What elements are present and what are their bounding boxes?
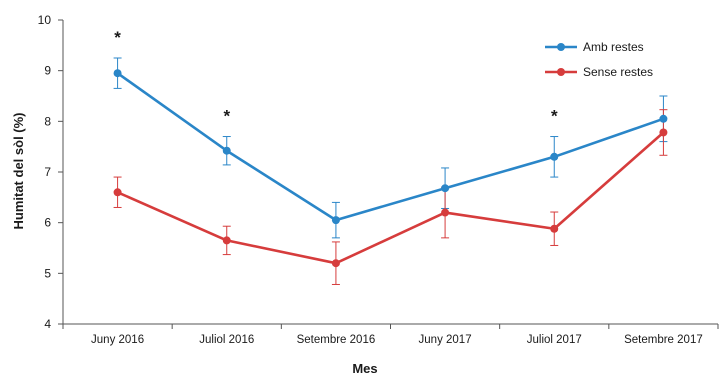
data-point bbox=[550, 153, 558, 161]
x-tick-label: Setembre 2017 bbox=[624, 334, 703, 346]
significance-marker: * bbox=[114, 28, 121, 47]
y-tick-label: 8 bbox=[44, 114, 51, 128]
x-tick-label: Juny 2016 bbox=[91, 334, 144, 346]
data-point bbox=[441, 209, 449, 217]
x-tick-label: Setembre 2016 bbox=[297, 334, 376, 346]
y-tick-label: 4 bbox=[44, 317, 51, 331]
data-point bbox=[659, 115, 667, 123]
error-bars bbox=[114, 58, 668, 284]
data-point bbox=[114, 69, 122, 77]
data-point bbox=[223, 236, 231, 244]
y-axis-title: Humitat del sòl (%) bbox=[11, 112, 26, 229]
data-point bbox=[550, 225, 558, 233]
x-axis-ticks: Juny 2016 Juliol 2016 Setembre 2016 Juny 20… bbox=[63, 324, 718, 346]
data-point bbox=[114, 188, 122, 196]
legend-label: Amb restes bbox=[583, 40, 644, 54]
y-tick-label: 9 bbox=[44, 64, 51, 78]
data-point bbox=[659, 128, 667, 136]
y-axis-ticks: 4 5 6 7 8 9 10 bbox=[38, 13, 63, 331]
y-tick-label: 7 bbox=[44, 165, 51, 179]
series-line bbox=[118, 73, 664, 220]
x-tick-label: Juny 2017 bbox=[419, 334, 472, 346]
data-point bbox=[223, 147, 231, 155]
significance-marker: * bbox=[223, 107, 230, 126]
significance-marker: * bbox=[551, 107, 558, 126]
y-tick-label: 5 bbox=[44, 266, 51, 280]
x-axis-title: Mes bbox=[352, 361, 377, 376]
series-line bbox=[118, 132, 664, 263]
data-point bbox=[332, 259, 340, 267]
y-tick-label: 10 bbox=[38, 13, 52, 27]
data-point bbox=[441, 184, 449, 192]
x-tick-label: Juliol 2017 bbox=[527, 334, 582, 346]
data-point bbox=[332, 216, 340, 224]
y-tick-label: 6 bbox=[44, 216, 51, 230]
legend-label: Sense restes bbox=[583, 65, 653, 79]
x-tick-label: Juliol 2016 bbox=[199, 334, 254, 346]
significance-markers: * * * bbox=[114, 28, 558, 126]
legend-swatch-marker bbox=[557, 68, 565, 76]
legend-swatch-marker bbox=[557, 43, 565, 51]
legend: Amb restes Sense restes bbox=[545, 40, 653, 79]
series-lines bbox=[118, 73, 664, 263]
